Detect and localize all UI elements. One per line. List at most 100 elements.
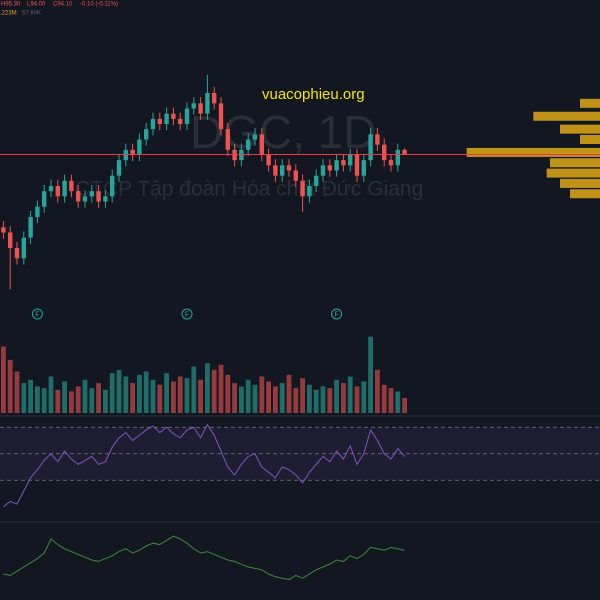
volume-bar xyxy=(293,388,299,413)
volume-bar xyxy=(137,374,142,413)
candle-body xyxy=(123,149,128,161)
event-marker xyxy=(31,308,43,320)
volume-profile-bar xyxy=(546,168,600,178)
volume-bar xyxy=(177,376,183,413)
candle-body xyxy=(8,232,13,248)
volume-profile-bar xyxy=(570,189,600,199)
volume-bar xyxy=(341,383,346,413)
candle-body xyxy=(150,118,156,130)
volume-bar xyxy=(381,384,387,413)
candle-body xyxy=(205,93,210,114)
candle-body xyxy=(252,134,258,140)
volume-bar xyxy=(55,389,61,413)
volume-bar xyxy=(286,374,292,413)
volume-bar xyxy=(35,386,40,413)
candle-body xyxy=(14,248,20,259)
volume-bar xyxy=(143,371,149,413)
candle-body xyxy=(35,206,40,217)
volume-bar xyxy=(273,386,278,413)
volume-ma-label: 57.80K xyxy=(22,11,41,17)
candle-body xyxy=(395,149,400,166)
candle-body xyxy=(300,180,305,197)
candle-body xyxy=(178,118,183,124)
candle-body xyxy=(293,170,298,181)
volume-bar xyxy=(103,389,108,413)
candle-body xyxy=(48,186,54,192)
volume-bar xyxy=(150,379,156,413)
site-label: vuacophieu.org xyxy=(262,86,365,103)
candle-body xyxy=(69,180,74,192)
volume-bar xyxy=(1,346,6,413)
volume-bar xyxy=(184,378,190,413)
candle-body xyxy=(388,160,394,166)
volume-bar xyxy=(245,379,251,413)
event-marker-label: F xyxy=(185,311,189,318)
candle-body xyxy=(171,113,176,119)
candle-body xyxy=(348,155,353,166)
candle-body xyxy=(218,103,224,130)
volume-bar xyxy=(368,336,373,413)
volume-bar xyxy=(402,398,407,413)
volume-bar xyxy=(69,391,74,413)
volume-profile-bar xyxy=(466,147,600,157)
candle-body xyxy=(314,175,319,186)
level-band xyxy=(0,427,600,481)
ohlc-high: H95.30 xyxy=(1,2,21,8)
candle-body xyxy=(116,160,122,176)
volume-bar xyxy=(225,374,231,413)
candle-body xyxy=(157,118,162,124)
candle-body xyxy=(273,165,278,176)
volume-bar xyxy=(75,386,81,413)
candle-body xyxy=(246,139,251,150)
volume-bar xyxy=(334,379,339,413)
volume-bar xyxy=(388,388,394,413)
volume-bar xyxy=(28,379,33,413)
candle-body xyxy=(42,191,47,207)
candle-body xyxy=(266,155,271,166)
volume-bar xyxy=(320,386,326,413)
volume-bar xyxy=(123,376,129,413)
candle-body xyxy=(382,144,387,161)
volume-bar xyxy=(252,384,258,413)
candle-body xyxy=(225,129,230,150)
volume-label: .223M xyxy=(0,11,17,17)
candle-body xyxy=(239,149,244,161)
candle-body xyxy=(368,134,373,161)
candle-body xyxy=(96,191,101,202)
volume-bar xyxy=(89,388,95,413)
candle-body xyxy=(110,175,115,197)
candle-body xyxy=(89,191,94,197)
volume-bar xyxy=(211,369,217,413)
volume-bar xyxy=(375,369,380,413)
candle-body xyxy=(259,134,264,155)
candle-body xyxy=(320,165,326,176)
volume-bar xyxy=(157,384,163,413)
volume-bar xyxy=(327,388,333,413)
volume-bar xyxy=(259,376,265,413)
watermark-company: CTCP Tập đoàn Hóa chất Đức Giang xyxy=(75,178,423,201)
volume-bar xyxy=(21,383,27,413)
candle-body xyxy=(82,196,88,202)
volume-bar xyxy=(109,373,115,413)
event-marker xyxy=(181,308,193,320)
candle-body xyxy=(307,186,312,197)
candle-body xyxy=(184,108,190,124)
candle-body xyxy=(212,93,217,104)
volume-bar xyxy=(198,379,203,413)
volume-bar xyxy=(62,381,67,413)
candle-body xyxy=(280,165,285,176)
candle-body xyxy=(76,191,81,202)
candle-body xyxy=(327,165,332,171)
event-marker-label: F xyxy=(334,311,338,318)
candle-body xyxy=(232,149,237,161)
volume-bar xyxy=(41,388,47,413)
volume-profile-bar xyxy=(580,98,600,108)
candle-body xyxy=(137,139,142,155)
indicator-line xyxy=(3,535,405,581)
candle-body xyxy=(164,113,169,124)
candle-body xyxy=(341,160,346,166)
volume-bar xyxy=(232,383,237,413)
candle-body xyxy=(198,103,203,114)
ohlc-change: -0.10 (-0.11%) xyxy=(80,2,118,8)
